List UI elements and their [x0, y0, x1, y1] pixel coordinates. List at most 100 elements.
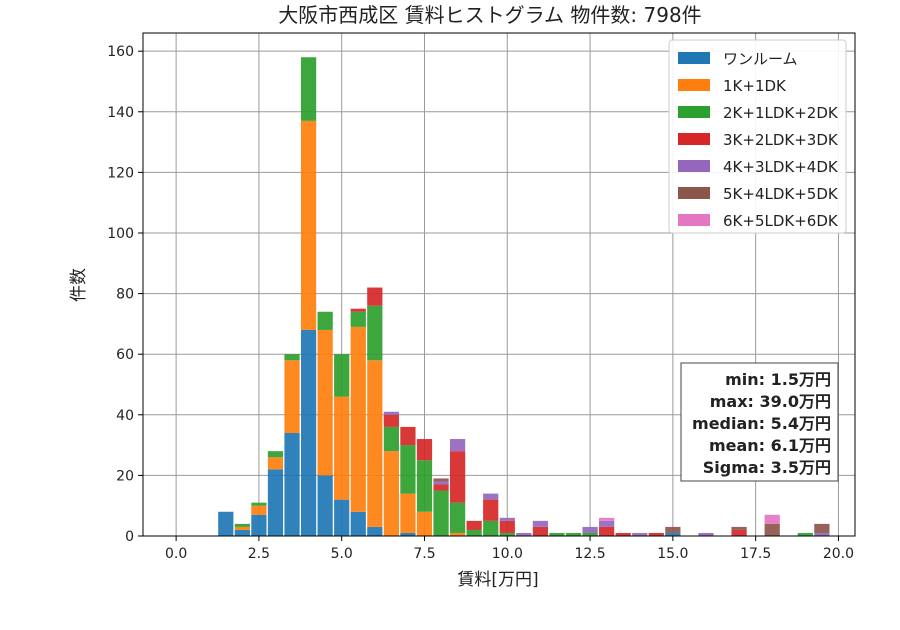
bar-series-2-x-3.5: [284, 354, 300, 361]
x-tick-label: 17.5: [740, 546, 771, 562]
bar-series-0-x-3: [267, 469, 284, 536]
stats-line: min: 1.5万円: [725, 370, 831, 389]
legend-swatch: [678, 187, 710, 199]
y-tick-label: 120: [107, 165, 134, 181]
bar-series-2-x-2: [234, 523, 250, 527]
bar-series-1-x-4: [300, 120, 317, 330]
x-tick-label: 2.5: [248, 546, 270, 562]
bar-series-4-x-10: [499, 517, 515, 521]
bar-series-2-x-6: [367, 305, 383, 361]
legend-label: 2K+1LDK+2DK: [723, 104, 839, 122]
bar-series-2-x-2.5: [251, 502, 267, 506]
stats-line: median: 5.4万円: [692, 414, 831, 433]
bar-series-1-x-3: [267, 457, 284, 470]
bar-series-0-x-4: [300, 329, 317, 536]
bar-series-3-x-7: [400, 426, 416, 446]
bar-series-3-x-5.5: [350, 308, 366, 312]
y-tick-label: 0: [125, 529, 134, 545]
bar-series-4-x-10.5: [516, 532, 532, 536]
bar-series-3-x-17: [731, 529, 747, 536]
bar-series-0-x-2.5: [251, 514, 267, 536]
grid-lines: [143, 33, 855, 537]
bar-series-0-x-15: [665, 532, 681, 536]
y-axis-ticks: 0 20 40 60 80 100 120 140 160: [107, 44, 143, 545]
bar-series-3-x-6.5: [383, 414, 399, 427]
bar-series-4-x-11: [532, 520, 549, 527]
bar-series-4-x-13: [599, 520, 615, 527]
bar-series-5-x-19.5: [814, 523, 830, 533]
legend-label: 6K+5LDK+6DK: [723, 212, 839, 230]
legend-swatch: [678, 106, 710, 118]
stats-line: max: 39.0万円: [710, 392, 831, 411]
x-tick-label: 7.5: [413, 546, 435, 562]
legend-swatch: [678, 160, 710, 172]
legend-swatch: [678, 79, 710, 91]
x-axis-ticks: 0.0 2.5 5.0 7.5 10.0 12.5 15.0 17.5 20.0: [165, 536, 854, 562]
bar-series-2-x-4.5: [317, 311, 333, 330]
legend-label: 5K+4LDK+5DK: [723, 185, 839, 203]
bar-series-0-x-4.5: [317, 475, 333, 536]
y-tick-label: 140: [107, 105, 134, 121]
stats-line: mean: 6.1万円: [709, 436, 831, 455]
y-tick-label: 60: [116, 347, 134, 363]
bar-series-2-x-12: [565, 532, 582, 536]
legend-label: 4K+3LDK+4DK: [723, 158, 839, 176]
x-tick-label: 5.0: [331, 546, 353, 562]
legend-swatch: [678, 214, 710, 226]
bar-series-0-x-7: [400, 532, 416, 536]
bar-series-4-x-8.5: [449, 439, 466, 452]
bar-series-2-x-4: [300, 57, 317, 121]
bar-series-4-x-8: [433, 481, 449, 485]
bar-series-0-x-5: [334, 499, 350, 536]
bar-series-0-x-1.5: [218, 511, 234, 536]
bar-series-6-x-13: [599, 517, 615, 521]
bar-series-3-x-10: [499, 520, 515, 533]
bar-series-4-x-6.5: [383, 411, 399, 415]
bar-series-0-x-3.5: [284, 432, 300, 536]
y-tick-label: 160: [107, 44, 134, 60]
bar-series-3-x-8.5: [449, 451, 466, 503]
bar-series-1-x-2: [234, 526, 250, 530]
bar-series-3-x-9.5: [483, 499, 499, 521]
bar-series-3-x-9: [466, 520, 482, 530]
x-tick-label: 10.0: [492, 546, 523, 562]
plot-frame: [142, 32, 856, 537]
bar-series-2-x-12.5: [582, 532, 598, 536]
bar-series-3-x-14.5: [648, 532, 664, 536]
legend-swatch: [678, 133, 710, 145]
bar-series-1-x-7.5: [416, 511, 433, 536]
bar-series-1-x-6.5: [383, 451, 399, 536]
chart-title: 大阪市西成区 賃料ヒストグラム 物件数: 798件: [278, 3, 701, 27]
bar-series-2-x-10: [499, 532, 515, 536]
bar-series-3-x-13: [599, 526, 615, 536]
y-tick-label: 80: [116, 287, 134, 303]
bar-series-3-x-8: [433, 484, 449, 491]
bar-series-2-x-19: [797, 532, 813, 536]
stats-line: Sigma: 3.5万円: [703, 458, 831, 477]
bar-series-2-x-9.5: [483, 520, 499, 536]
bar-series-5-x-18: [764, 523, 780, 536]
bar-series-5-x-17: [731, 526, 747, 530]
legend-label: ワンルーム: [723, 50, 798, 68]
bar-series-1-x-8.5: [449, 532, 466, 536]
x-tick-label: 20.0: [823, 546, 854, 562]
bar-series-2-x-8.5: [449, 502, 466, 533]
bar-series-6-x-18: [764, 514, 780, 524]
y-tick-label: 40: [116, 408, 134, 424]
bar-series-2-x-9: [466, 529, 482, 536]
bar-series-1-x-7: [400, 493, 416, 533]
y-tick-label: 100: [107, 226, 134, 242]
bar-series-3-x-13.5: [615, 532, 631, 536]
y-tick-label: 20: [116, 468, 134, 484]
bar-series-4-x-9.5: [483, 493, 499, 500]
x-tick-label: 12.5: [574, 546, 605, 562]
x-tick-label: 15.0: [657, 546, 688, 562]
stats-frame: [680, 362, 839, 482]
bar-series-3-x-11: [532, 526, 549, 536]
bar-series-2-x-8: [433, 490, 449, 536]
legend-label: 1K+1DK: [723, 77, 787, 95]
bar-series-0-x-2: [234, 529, 250, 536]
y-axis-label: 件数: [69, 268, 89, 302]
bar-series-1-x-6: [367, 360, 383, 527]
